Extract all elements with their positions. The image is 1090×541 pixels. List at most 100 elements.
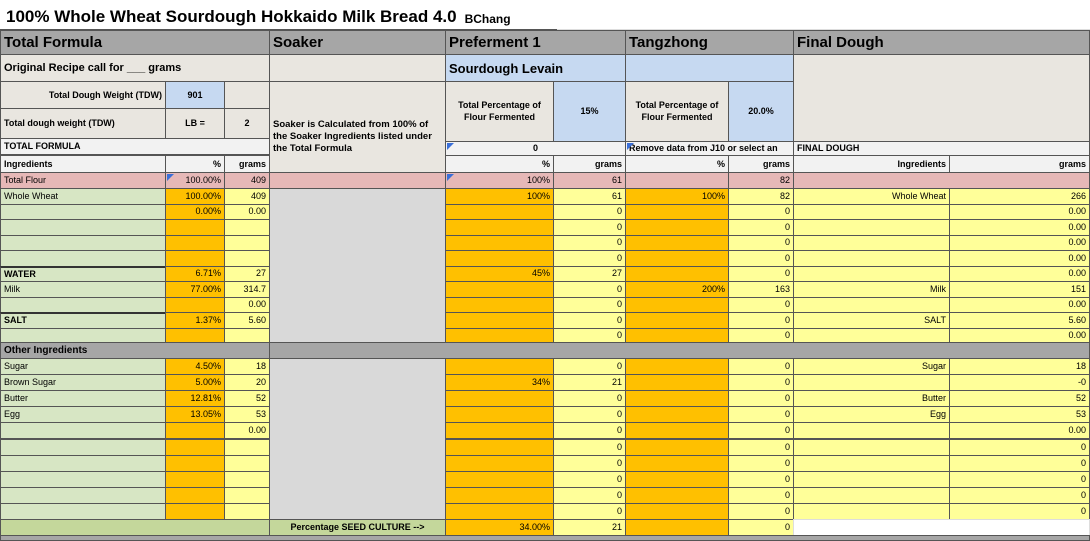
ingredient-pct[interactable]	[165, 486, 225, 504]
tangzhong-pct[interactable]	[625, 406, 729, 424]
tangzhong-grams: 0	[728, 390, 794, 408]
preferment-pct[interactable]	[445, 454, 554, 472]
tangzhong-pct[interactable]	[625, 358, 729, 376]
ingredient-pct[interactable]: 5.00%	[165, 374, 225, 392]
tangzhong-pct[interactable]	[625, 234, 729, 251]
ingredient-name[interactable]	[0, 296, 166, 313]
tangzhong-pct[interactable]	[625, 250, 729, 267]
preferment-grams: 0	[553, 438, 626, 456]
ingredient-grams: 18	[224, 358, 270, 376]
preferment-pct[interactable]: 34%	[445, 374, 554, 392]
remove-data-note: Remove data from J10 or select an	[625, 141, 794, 156]
preferment-pct[interactable]	[445, 219, 554, 236]
ingredient-pct[interactable]	[165, 438, 225, 456]
ingredient-grams: 27	[224, 265, 270, 282]
fd-total-flour	[793, 172, 1090, 189]
final-dough-grams: 266	[949, 188, 1090, 205]
tangzhong-pct-input[interactable]: 20.0%	[728, 81, 794, 142]
tangzhong-pct[interactable]	[625, 502, 729, 520]
ingredient-name[interactable]	[0, 422, 166, 440]
ingredient-name[interactable]: Butter	[0, 390, 166, 408]
preferment-pct[interactable]	[445, 470, 554, 488]
tangzhong-pct[interactable]	[625, 312, 729, 329]
ingredient-pct[interactable]: 77.00%	[165, 281, 225, 298]
ingredient-pct[interactable]	[165, 250, 225, 267]
preferment-pct[interactable]: 100%	[445, 188, 554, 205]
ingredient-pct[interactable]	[165, 470, 225, 488]
ingredient-pct[interactable]	[165, 296, 225, 313]
preferment-pct[interactable]	[445, 203, 554, 220]
preferment-pct[interactable]	[445, 422, 554, 440]
preferment-zero-text: 0	[532, 143, 538, 153]
final-dough-grams: 0.00	[949, 219, 1090, 236]
pre-col-pct: %	[445, 155, 554, 173]
ingredient-name[interactable]: Whole Wheat	[0, 188, 166, 205]
ingredient-name[interactable]	[0, 502, 166, 520]
tangzhong-pct[interactable]	[625, 486, 729, 504]
final-dough-grams: 0.00	[949, 296, 1090, 313]
ingredient-pct[interactable]	[165, 422, 225, 440]
fd-col-grams: grams	[949, 155, 1090, 173]
total-flour-pct: 100.00%	[165, 172, 225, 189]
final-dough-name	[793, 250, 950, 267]
ingredient-name[interactable]: SALT	[0, 312, 166, 329]
preferment-pct-input[interactable]: 15%	[553, 81, 626, 142]
tangzhong-pct[interactable]	[625, 422, 729, 440]
preferment-pct[interactable]	[445, 486, 554, 504]
tangzhong-pct[interactable]	[625, 219, 729, 236]
ingredient-name[interactable]	[0, 486, 166, 504]
tangzhong-pct[interactable]	[625, 470, 729, 488]
tdw-input[interactable]: 901	[165, 81, 225, 109]
final-dough-grams: 0.00	[949, 234, 1090, 251]
ingredient-pct[interactable]: 12.81%	[165, 390, 225, 408]
ingredient-pct[interactable]: 100.00%	[165, 188, 225, 205]
preferment-pct[interactable]	[445, 358, 554, 376]
preferment-pct[interactable]	[445, 250, 554, 267]
ingredient-name[interactable]: WATER	[0, 265, 166, 282]
ingredient-name[interactable]: Milk	[0, 281, 166, 298]
preferment-pct[interactable]	[445, 281, 554, 298]
preferment-pct[interactable]	[445, 390, 554, 408]
tangzhong-pct[interactable]	[625, 296, 729, 313]
ingredient-name[interactable]	[0, 250, 166, 267]
ingredient-name[interactable]	[0, 203, 166, 220]
preferment-pct[interactable]	[445, 502, 554, 520]
final-dough-grams: 53	[949, 406, 1090, 424]
ingredient-name[interactable]: Egg	[0, 406, 166, 424]
tangzhong-pct[interactable]	[625, 454, 729, 472]
tangzhong-pct[interactable]: 100%	[625, 188, 729, 205]
preferment-pct[interactable]	[445, 406, 554, 424]
preferment-pct[interactable]: 45%	[445, 265, 554, 282]
preferment-pct[interactable]	[445, 438, 554, 456]
ingredient-name[interactable]	[0, 470, 166, 488]
ingredient-pct[interactable]: 13.05%	[165, 406, 225, 424]
tangzhong-grams: 0	[728, 406, 794, 424]
final-dough-name	[793, 296, 950, 313]
tangzhong-pct[interactable]	[625, 390, 729, 408]
tangzhong-pct[interactable]	[625, 438, 729, 456]
tangzhong-pct[interactable]: 200%	[625, 281, 729, 298]
preferment-pct[interactable]	[445, 234, 554, 251]
ingredient-name[interactable]	[0, 438, 166, 456]
ingredient-name[interactable]	[0, 219, 166, 236]
ingredient-pct[interactable]	[165, 502, 225, 520]
preferment-pct[interactable]	[445, 312, 554, 329]
tdw-lb-value[interactable]: 2	[224, 108, 270, 139]
ingredient-name[interactable]: Brown Sugar	[0, 374, 166, 392]
ingredient-pct[interactable]	[165, 234, 225, 251]
ingredient-pct[interactable]: 6.71%	[165, 265, 225, 282]
tangzhong-pct[interactable]	[625, 374, 729, 392]
tangzhong-pct[interactable]	[625, 265, 729, 282]
ingredient-name[interactable]	[0, 454, 166, 472]
ingredient-name[interactable]	[0, 234, 166, 251]
tangzhong-pct[interactable]	[625, 203, 729, 220]
ingredient-pct[interactable]: 4.50%	[165, 358, 225, 376]
ingredient-pct[interactable]	[165, 219, 225, 236]
ingredient-pct[interactable]: 0.00%	[165, 203, 225, 220]
tang-col-grams: grams	[728, 155, 794, 173]
ingredient-pct[interactable]	[165, 454, 225, 472]
ingredient-pct[interactable]: 1.37%	[165, 312, 225, 329]
preferment-pct[interactable]	[445, 296, 554, 313]
ingredient-name[interactable]: Sugar	[0, 358, 166, 376]
tangzhong-grams: 0	[728, 234, 794, 251]
